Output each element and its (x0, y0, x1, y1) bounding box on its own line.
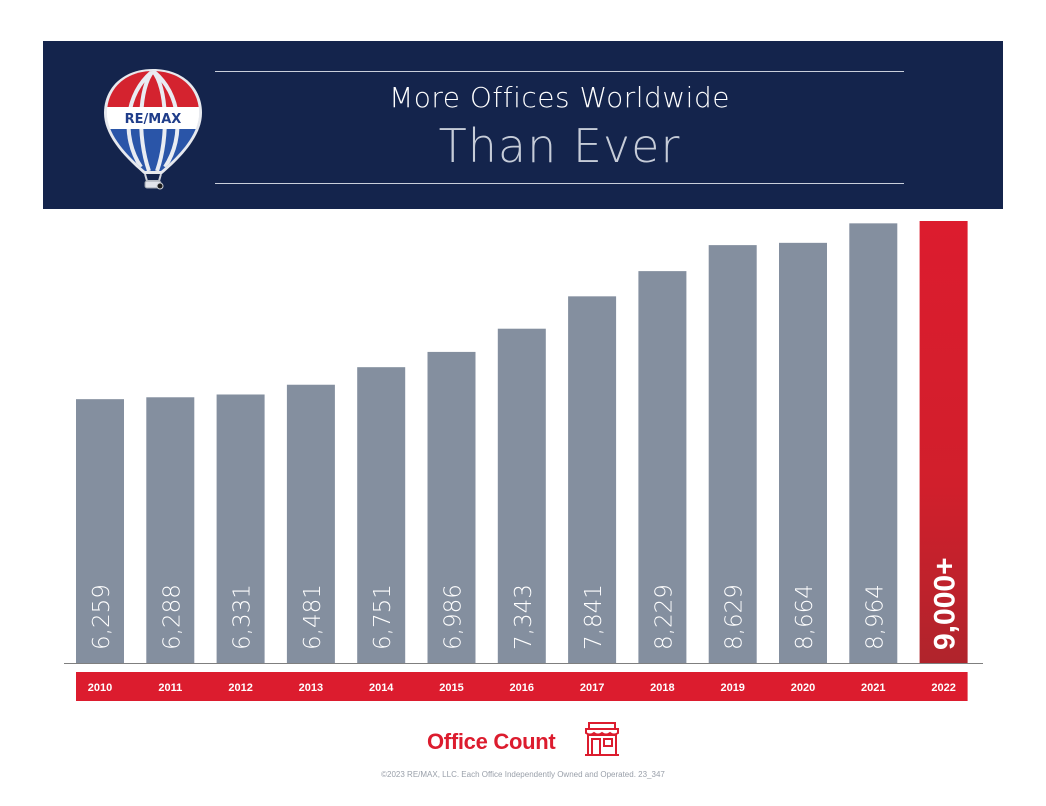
bar-value-label: 6,751 (370, 584, 396, 650)
x-tick-label: 2011 (158, 682, 182, 694)
banner-subtitle: Than Ever (438, 119, 681, 173)
x-tick-label: 2016 (510, 682, 534, 694)
bar-value-label: 6,481 (300, 584, 326, 650)
bar-value-label: 6,259 (89, 584, 115, 650)
bar-highlight (919, 221, 968, 663)
bar (638, 271, 687, 663)
year-band (76, 672, 968, 701)
bar (76, 399, 124, 663)
x-tick-label: 2017 (580, 682, 604, 694)
banner-bottom-rule (215, 183, 904, 184)
x-tick-label: 2021 (861, 682, 885, 694)
bar (427, 351, 476, 663)
x-tick-label: 2010 (88, 682, 112, 694)
bar-value-label: 7,841 (581, 584, 607, 650)
x-tick-label: 2014 (369, 682, 394, 694)
x-tick-label: 2019 (720, 682, 744, 694)
remax-balloon-logo: RE/MAX (104, 69, 202, 190)
storefront-icon (585, 722, 619, 756)
x-tick-label: 2018 (650, 682, 674, 694)
bar-value-label: 8,964 (862, 584, 888, 650)
bar (146, 397, 195, 663)
bar-value-label: 9,000+ (929, 557, 962, 650)
header-banner: RE/MAX More Offices Worldwide Than Ever (43, 41, 1003, 209)
bar-value-label: 7,343 (511, 584, 537, 650)
bar (708, 245, 757, 664)
bar (779, 242, 827, 663)
x-tick-label: 2015 (439, 682, 463, 694)
x-tick-label: 2013 (299, 682, 323, 694)
bar (497, 328, 546, 663)
banner-title: More Offices Worldwide (389, 81, 730, 114)
x-tick-label: 2022 (931, 682, 955, 694)
svg-text:RE/MAX: RE/MAX (125, 112, 182, 127)
bar (286, 384, 335, 663)
bar (568, 296, 617, 663)
bar-value-label: 8,229 (651, 584, 677, 650)
bar-value-label: 6,986 (441, 584, 467, 650)
bar (357, 367, 406, 663)
bar (849, 223, 898, 663)
copyright-notice: ©2023 RE/MAX, LLC. Each Office Independe… (381, 770, 665, 779)
bar-value-label: 6,288 (159, 584, 185, 650)
bar (216, 394, 265, 663)
bar-value-label: 6,331 (230, 584, 256, 650)
bar-value-label: 8,629 (722, 584, 748, 650)
x-tick-label: 2020 (791, 682, 815, 694)
office-count-label: Office Count (427, 729, 556, 754)
x-tick-label: 2012 (228, 682, 252, 694)
bar-value-label: 8,664 (792, 584, 818, 650)
banner-top-rule (215, 71, 904, 72)
